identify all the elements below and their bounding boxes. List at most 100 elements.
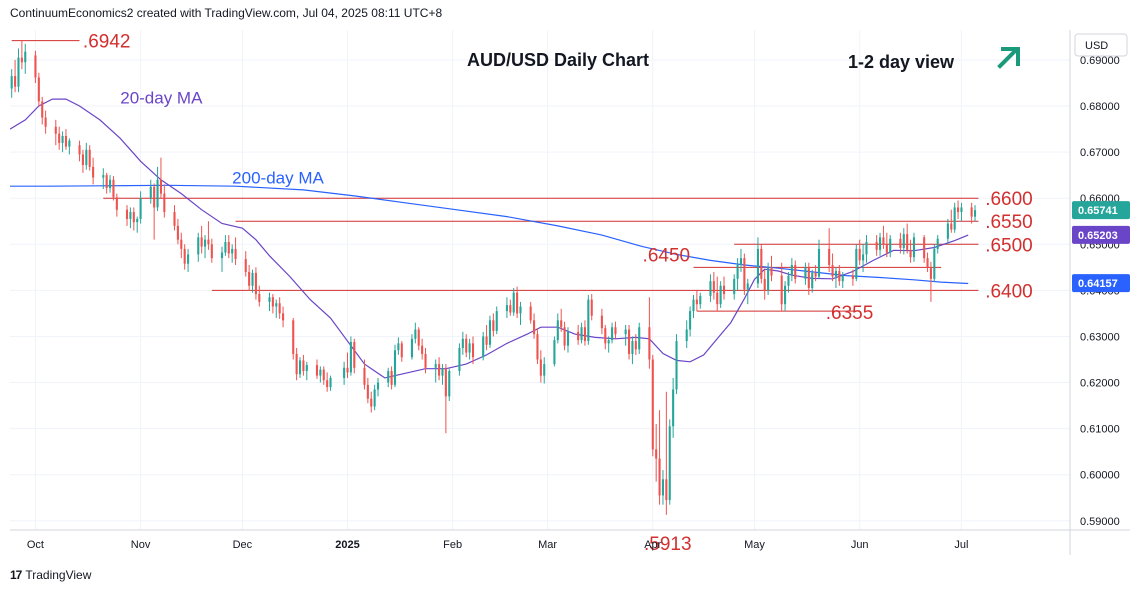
candle [417, 327, 420, 351]
candle-body [814, 272, 817, 277]
candle-body [485, 336, 488, 345]
candle-body [227, 241, 230, 254]
candle [936, 235, 939, 254]
candle-body [88, 149, 91, 167]
candle [390, 366, 393, 390]
candle-body [471, 343, 475, 358]
candle [566, 327, 570, 353]
candle-body [878, 237, 882, 250]
candle-body [302, 360, 305, 372]
x-tick-label: May [744, 539, 765, 551]
candle-body [583, 327, 586, 342]
candle-body [173, 212, 176, 226]
candle [604, 324, 607, 350]
candle-body [624, 329, 627, 335]
candle-body [722, 285, 726, 295]
candle [638, 322, 641, 354]
candle [156, 166, 159, 212]
candle-body [862, 254, 865, 261]
candle-body [465, 338, 468, 353]
candle-body [109, 179, 112, 189]
candle [414, 322, 417, 344]
candle-body [244, 259, 247, 272]
candle-body [180, 239, 183, 249]
candle-body [828, 248, 831, 266]
candle-body [634, 341, 637, 350]
candle-body [414, 329, 417, 339]
candle-body [400, 343, 403, 358]
candle-body [231, 248, 234, 254]
candle [767, 262, 770, 295]
candle-body [923, 237, 926, 259]
candle [292, 318, 295, 360]
x-tick-label: Dec [233, 539, 253, 551]
candle-body [831, 265, 834, 277]
candle [424, 347, 427, 374]
candle-body [105, 175, 108, 189]
candle-body [912, 237, 916, 258]
candle [302, 354, 305, 376]
price-axis[interactable]: 0.590000.600000.610000.620000.630000.640… [1072, 55, 1130, 528]
candle [899, 232, 902, 254]
level-label: .6450 [643, 245, 691, 266]
candle [231, 244, 234, 263]
candle [665, 391, 668, 515]
candle [78, 140, 81, 162]
candle-body [536, 334, 539, 360]
candle-body [668, 426, 671, 501]
candle-body [885, 244, 888, 253]
candle-body [438, 364, 441, 376]
candle-body [899, 238, 902, 248]
time-axis[interactable]: Oct Nov Dec 2025 Feb Mar Apr May Jun Jul [27, 539, 969, 551]
candle [902, 228, 905, 255]
plot-area [10, 30, 1070, 530]
level-label: .6600 [985, 189, 1033, 210]
x-tick-label: Apr [644, 539, 661, 551]
candle-body [61, 135, 64, 143]
candle-body [366, 384, 369, 399]
view-label: 1-2 day view [848, 52, 955, 72]
price-tag-bg [1072, 201, 1130, 220]
candle [739, 248, 743, 272]
candle [492, 313, 495, 337]
candle-body [370, 398, 373, 407]
candle-body [516, 292, 519, 314]
candle-body [434, 364, 437, 368]
candle [668, 419, 671, 505]
candle [366, 377, 369, 404]
brand-name[interactable]: TradingView [25, 568, 92, 582]
candle-body [441, 368, 444, 376]
candle [85, 142, 88, 170]
candle [834, 267, 838, 289]
candle [136, 216, 139, 233]
candles [10, 40, 977, 515]
candle [957, 200, 960, 219]
candle [438, 357, 441, 381]
candle [482, 331, 485, 361]
candle-body [444, 368, 447, 397]
candle-body [220, 252, 224, 259]
currency-box[interactable]: USD [1074, 33, 1128, 57]
candle-body [322, 369, 325, 381]
candle [811, 269, 814, 293]
y-tick-label: 0.68000 [1080, 101, 1120, 113]
candle [614, 321, 617, 339]
candle [41, 96, 44, 125]
candle [658, 410, 661, 505]
candle [709, 274, 712, 302]
candle [784, 281, 787, 312]
level-label: .6550 [985, 212, 1033, 233]
candle [543, 357, 546, 384]
candle-body [631, 341, 634, 354]
y-tick-label: 0.61000 [1080, 424, 1120, 436]
candle-body [787, 275, 790, 286]
candle [448, 368, 451, 401]
candle [743, 253, 746, 295]
candle-body [187, 254, 190, 264]
candle [509, 299, 512, 316]
candle [346, 352, 349, 378]
candle-body [648, 327, 651, 360]
candle [875, 235, 878, 256]
candle-body [692, 299, 695, 312]
